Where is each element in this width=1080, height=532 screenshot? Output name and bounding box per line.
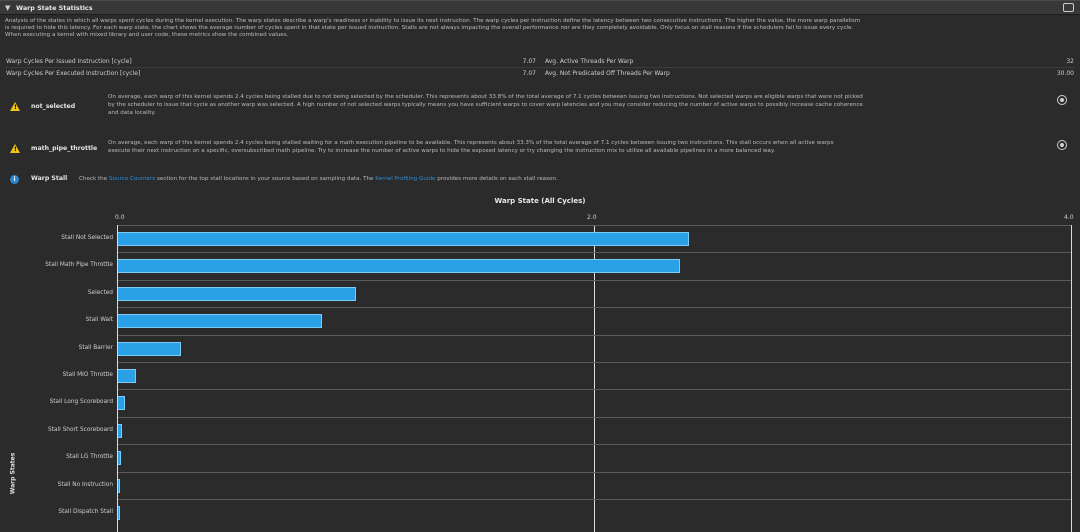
rule-line: and data locality. bbox=[108, 110, 156, 116]
collapse-triangle-icon[interactable]: ▼ bbox=[5, 4, 11, 12]
info-name: Warp Stall bbox=[31, 175, 68, 182]
section-description: Analysis of the states in which all warp… bbox=[5, 18, 1073, 39]
rule-not-selected: ! not_selected On average, each warp of … bbox=[0, 88, 1080, 128]
metric-label: Avg. Not Predicated Off Threads Per Warp bbox=[545, 70, 670, 77]
rule-settings-icon[interactable] bbox=[1057, 140, 1067, 150]
x-tick-label: 4.0 bbox=[1064, 214, 1074, 221]
section-header[interactable]: ▼ Warp State Statistics bbox=[0, 0, 1080, 15]
info-text-part: section for the top stall locations in y… bbox=[157, 176, 374, 182]
category-label: Stall MIO Throttle bbox=[62, 372, 113, 378]
row-grid-line bbox=[117, 472, 1071, 473]
bar[interactable] bbox=[117, 342, 182, 356]
info-text: Check the Source Counters section for th… bbox=[79, 175, 1039, 183]
warp-stall-info: i Warp Stall Check the Source Counters s… bbox=[0, 171, 1080, 187]
category-label: Stall LG Throttle bbox=[66, 454, 113, 460]
metric-value: 7.07 bbox=[522, 58, 536, 65]
category-label: Selected bbox=[87, 290, 113, 296]
row-grid-line bbox=[117, 307, 1071, 308]
x-grid-line bbox=[594, 225, 595, 532]
rule-text: On average, each warp of this kernel spe… bbox=[108, 93, 1028, 117]
category-label: Stall Not Selected bbox=[61, 235, 113, 241]
row-grid-line bbox=[117, 252, 1071, 253]
bar[interactable] bbox=[117, 314, 323, 328]
metric-label: Avg. Active Threads Per Warp bbox=[545, 58, 634, 65]
warning-icon: ! bbox=[10, 102, 20, 111]
metric-label: Warp Cycles Per Issued Instruction [cycl… bbox=[6, 58, 132, 65]
x-grid-line bbox=[1071, 225, 1072, 532]
rule-line: by the scheduler to issue that cycle as … bbox=[108, 102, 863, 108]
rule-text: On average, each warp of this kernel spe… bbox=[108, 139, 1028, 155]
x-tick-label: 2.0 bbox=[587, 214, 597, 221]
chart-title: Warp State (All Cycles) bbox=[494, 197, 586, 205]
bar[interactable] bbox=[117, 232, 690, 246]
bar[interactable] bbox=[117, 259, 680, 273]
info-text-part: provides more details on each stall reas… bbox=[437, 176, 558, 182]
row-grid-line bbox=[117, 280, 1071, 281]
row-grid-line bbox=[117, 389, 1071, 390]
bar[interactable] bbox=[117, 287, 356, 301]
row-grid-line bbox=[117, 225, 1071, 226]
row-grid-line bbox=[117, 417, 1071, 418]
category-label: Stall Wait bbox=[85, 317, 113, 323]
bar[interactable] bbox=[117, 369, 137, 383]
info-icon: i bbox=[10, 175, 19, 184]
category-label: Stall Dispatch Stall bbox=[58, 509, 113, 515]
row-grid-line bbox=[117, 335, 1071, 336]
rule-line: On average, each warp of this kernel spe… bbox=[108, 140, 834, 146]
rule-name: math_pipe_throttle bbox=[31, 145, 98, 152]
metric-label: Warp Cycles Per Executed Instruction [cy… bbox=[6, 70, 141, 77]
x-tick-label: 0.0 bbox=[115, 214, 125, 221]
section-title: Warp State Statistics bbox=[16, 4, 93, 12]
profiling-guide-link[interactable]: Kernel Profiling Guide bbox=[375, 176, 436, 182]
description-line: is required to hide this latency. For ea… bbox=[5, 25, 854, 31]
category-label: Stall No Instruction bbox=[57, 482, 113, 488]
description-line: When executing a kernel with mixed libra… bbox=[5, 32, 289, 38]
row-grid-line bbox=[117, 444, 1071, 445]
category-label: Stall Math Pipe Throttle bbox=[45, 262, 113, 268]
bar[interactable] bbox=[117, 396, 126, 410]
metric-value: 30.00 bbox=[1056, 70, 1074, 77]
category-label: Stall Long Scoreboard bbox=[49, 399, 113, 405]
rule-settings-icon[interactable] bbox=[1057, 95, 1067, 105]
y-axis-line bbox=[117, 225, 118, 532]
metric-value: 7.07 bbox=[522, 70, 536, 77]
source-counters-link[interactable]: Source Counters bbox=[108, 176, 156, 182]
row-grid-line bbox=[117, 499, 1071, 500]
info-text-part: Check the bbox=[79, 176, 108, 182]
category-label: Stall Short Scoreboard bbox=[48, 427, 113, 433]
comment-icon[interactable] bbox=[1063, 3, 1074, 12]
metric-value: 32 bbox=[1066, 58, 1074, 65]
rule-line: On average, each warp of this kernel spe… bbox=[108, 94, 863, 100]
category-label: Stall Barrier bbox=[78, 345, 113, 351]
rule-line: execute their next instruction on a spec… bbox=[108, 148, 776, 154]
description-line: Analysis of the states in which all warp… bbox=[5, 18, 861, 24]
rule-name: not_selected bbox=[31, 103, 76, 110]
warning-icon: ! bbox=[10, 144, 20, 153]
rule-math-pipe-throttle: ! math_pipe_throttle On average, each wa… bbox=[0, 133, 1080, 165]
row-grid-line bbox=[117, 362, 1071, 363]
